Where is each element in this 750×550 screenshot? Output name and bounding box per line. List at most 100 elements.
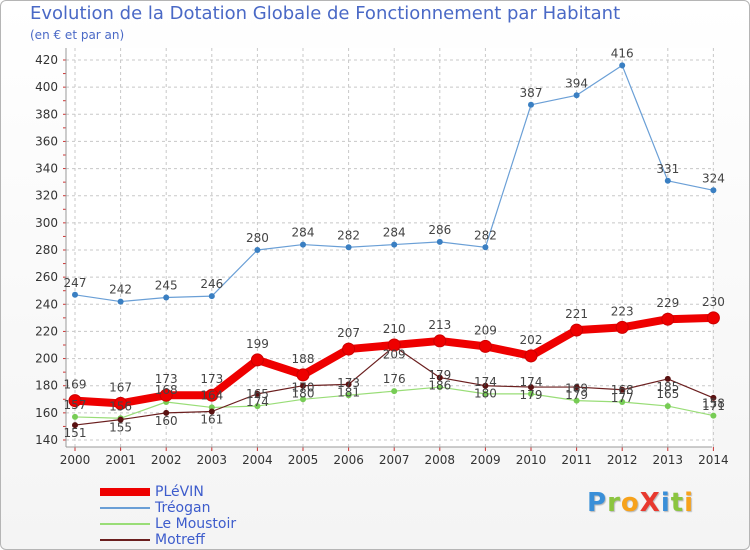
data-label: 158 <box>702 397 725 411</box>
data-point <box>72 422 78 429</box>
y-tick-label: 280 <box>35 243 58 257</box>
data-point <box>482 382 489 389</box>
data-label: 174 <box>246 395 269 409</box>
data-label: 157 <box>64 398 87 412</box>
data-point <box>573 397 580 404</box>
y-tick-label: 240 <box>35 297 58 311</box>
data-point <box>72 413 78 420</box>
data-label: 179 <box>565 388 588 402</box>
data-label: 180 <box>474 387 497 401</box>
y-tick-label: 200 <box>35 352 58 366</box>
data-label: 223 <box>611 304 634 318</box>
data-point <box>300 396 306 403</box>
x-tick-label: 2014 <box>698 453 729 467</box>
data-label: 165 <box>656 387 679 401</box>
x-tick-label: 2000 <box>60 453 91 467</box>
data-point <box>68 394 82 408</box>
data-label: 165 <box>246 387 269 401</box>
data-label: 230 <box>702 295 725 309</box>
data-point <box>528 384 534 391</box>
data-label: 247 <box>64 276 87 290</box>
data-point <box>117 416 124 423</box>
data-point <box>664 177 671 184</box>
data-point <box>345 392 352 399</box>
data-label: 173 <box>200 372 223 386</box>
plot-area <box>66 48 712 447</box>
data-label: 160 <box>155 414 178 428</box>
x-tick-label: 2010 <box>516 453 547 467</box>
data-point <box>114 396 128 410</box>
data-label: 284 <box>383 226 406 240</box>
y-tick-label: 160 <box>35 406 58 420</box>
data-label: 324 <box>702 171 725 185</box>
data-label: 394 <box>565 76 588 90</box>
data-point <box>254 390 261 397</box>
y-tick-label: 300 <box>35 216 58 230</box>
data-point <box>254 403 261 410</box>
data-label: 174 <box>520 375 543 389</box>
data-point <box>345 381 352 388</box>
y-tick-label: 420 <box>35 53 58 67</box>
logo-letter: i <box>660 488 671 518</box>
y-tick-label: 400 <box>35 80 58 94</box>
data-label: 229 <box>656 296 679 310</box>
logo-letter: i <box>684 488 695 518</box>
y-tick-label: 320 <box>35 189 58 203</box>
data-label: 169 <box>64 378 87 392</box>
data-label: 246 <box>200 277 223 291</box>
data-point <box>524 349 538 363</box>
data-point <box>664 403 671 410</box>
data-label: 199 <box>246 337 269 351</box>
x-tick-label: 2011 <box>561 453 592 467</box>
legend-swatch <box>100 507 150 509</box>
data-point <box>72 291 78 298</box>
data-label: 173 <box>155 372 178 386</box>
data-point <box>619 399 626 405</box>
data-label: 164 <box>200 388 223 402</box>
data-label: 185 <box>656 380 679 394</box>
data-point <box>528 101 534 108</box>
data-point <box>619 386 626 393</box>
data-point <box>387 338 401 352</box>
logo-letter: X <box>639 488 661 518</box>
data-label: 209 <box>383 347 406 361</box>
x-tick-label: 2005 <box>288 453 319 467</box>
y-tick-label: 260 <box>35 270 58 284</box>
y-tick-label: 140 <box>35 433 58 447</box>
data-label: 161 <box>200 413 223 427</box>
x-tick-label: 2012 <box>607 453 638 467</box>
legend-swatch <box>100 488 150 496</box>
data-point <box>208 408 215 415</box>
data-point <box>573 384 580 391</box>
data-label: 170 <box>292 380 315 394</box>
data-point <box>619 62 626 69</box>
legend-label: Motreff <box>155 532 205 548</box>
y-tick-label: 360 <box>35 134 58 148</box>
data-point <box>300 241 306 248</box>
data-point <box>208 293 215 300</box>
x-tick-label: 2007 <box>379 453 410 467</box>
data-point <box>710 187 717 194</box>
data-label: 210 <box>383 322 406 336</box>
y-tick-label: 380 <box>35 107 58 121</box>
x-tick-label: 2008 <box>425 453 456 467</box>
data-label: 179 <box>520 388 543 402</box>
data-label: 387 <box>520 86 543 100</box>
data-point <box>615 320 629 334</box>
data-point <box>433 334 447 348</box>
data-point <box>482 390 489 397</box>
logo-letter: r <box>607 488 621 518</box>
data-label: 168 <box>611 383 634 397</box>
data-label: 181 <box>337 385 360 399</box>
legend-swatch <box>100 523 150 525</box>
data-point <box>436 384 443 391</box>
data-point <box>478 339 492 353</box>
data-point <box>345 244 352 251</box>
data-label: 416 <box>611 46 634 60</box>
data-point <box>117 298 124 305</box>
data-point <box>300 382 306 389</box>
data-label: 155 <box>109 421 132 435</box>
x-tick-label: 2002 <box>151 453 182 467</box>
y-tick-label: 220 <box>35 324 58 338</box>
legend-label: Tréogan <box>155 500 211 516</box>
